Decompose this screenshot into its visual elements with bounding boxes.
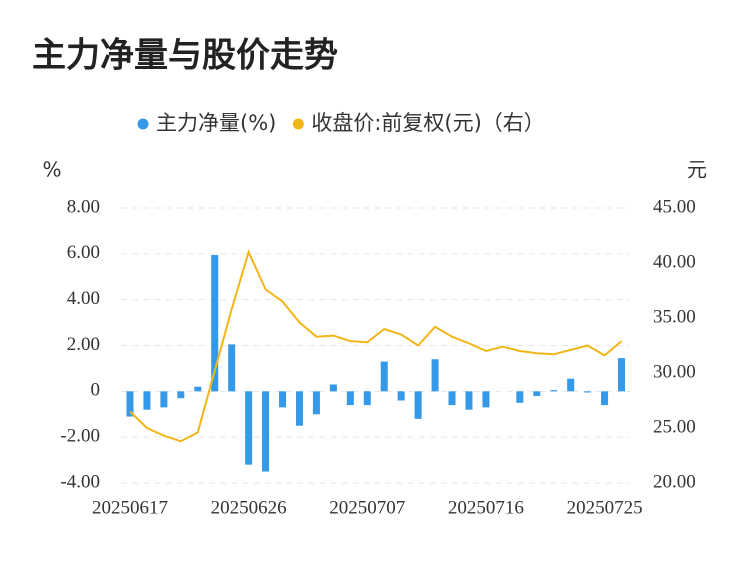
bar bbox=[177, 391, 185, 399]
bar bbox=[448, 391, 456, 406]
y-tick-label: 0 bbox=[91, 380, 101, 401]
y2-tick-label: 20.00 bbox=[653, 471, 696, 492]
bar bbox=[567, 378, 575, 392]
bar bbox=[228, 344, 236, 392]
bar bbox=[245, 391, 253, 465]
y2-tick-label: 35.00 bbox=[653, 306, 696, 327]
bar bbox=[143, 391, 151, 410]
y-tick-label: 8.00 bbox=[67, 196, 100, 217]
bar bbox=[295, 391, 303, 426]
y-tick-label: 6.00 bbox=[67, 242, 100, 263]
bar bbox=[363, 391, 371, 406]
bar bbox=[312, 391, 320, 415]
bar bbox=[431, 359, 439, 392]
x-tick-label: 20250716 bbox=[448, 497, 524, 518]
bar bbox=[211, 254, 219, 392]
y-unit: % bbox=[42, 158, 61, 182]
bar bbox=[465, 391, 473, 410]
x-tick-label: 20250626 bbox=[211, 497, 287, 518]
bar bbox=[279, 391, 287, 408]
legend-label: 主力净量(%) bbox=[156, 111, 276, 135]
bar bbox=[160, 391, 168, 408]
bar bbox=[380, 361, 388, 392]
y2-tick-label: 30.00 bbox=[653, 361, 696, 382]
y-tick-label: -2.00 bbox=[60, 426, 100, 447]
price-line bbox=[129, 249, 623, 443]
y2-tick-label: 25.00 bbox=[653, 416, 696, 437]
y-tick-label: 4.00 bbox=[67, 288, 100, 309]
y2-unit: 元 bbox=[687, 158, 707, 182]
bar bbox=[618, 358, 626, 392]
bar bbox=[262, 391, 270, 472]
legend-marker bbox=[292, 118, 304, 130]
x-tick-label: 20250725 bbox=[567, 497, 643, 518]
bar bbox=[550, 390, 558, 392]
x-tick-label: 20250617 bbox=[92, 497, 168, 518]
bar bbox=[397, 391, 405, 401]
y-tick-label: -4.00 bbox=[60, 471, 100, 492]
bar bbox=[584, 391, 592, 393]
bar bbox=[533, 391, 541, 396]
legend-label: 收盘价:前复权(元)（右） bbox=[311, 111, 544, 135]
bar bbox=[329, 384, 337, 392]
y2-tick-label: 40.00 bbox=[653, 251, 696, 272]
y-tick-label: 2.00 bbox=[67, 334, 100, 355]
y2-tick-label: 45.00 bbox=[653, 196, 696, 217]
chart-title: 主力净量与股价走势 bbox=[32, 36, 338, 76]
bar bbox=[346, 391, 354, 406]
x-tick-label: 20250707 bbox=[329, 497, 405, 518]
legend-marker bbox=[137, 118, 149, 130]
bar bbox=[482, 391, 490, 408]
bar bbox=[194, 386, 202, 392]
bar bbox=[601, 391, 609, 406]
bar bbox=[126, 391, 134, 417]
bar bbox=[414, 391, 422, 419]
bar bbox=[516, 391, 524, 403]
